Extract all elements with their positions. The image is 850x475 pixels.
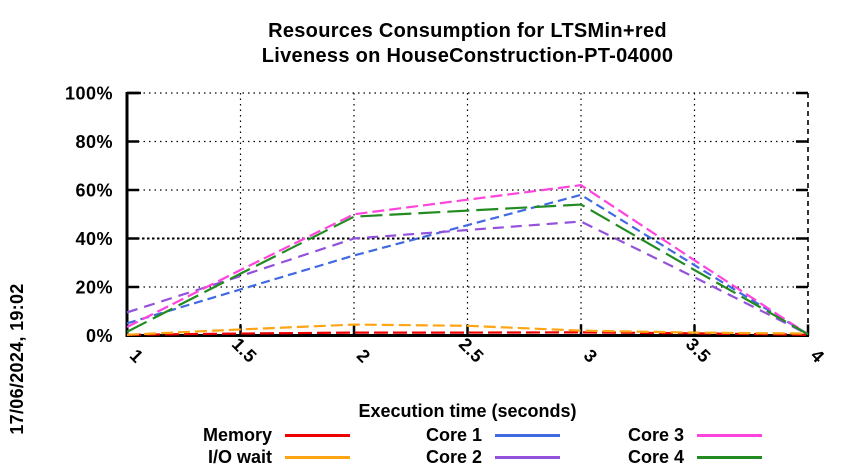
legend-entry-memory: Memory [168,424,350,446]
y-tick-label-100: 100% [65,84,113,104]
series-line-i-o-wait [126,323,809,336]
x-tick-label-4: 4 [807,345,829,367]
legend-entry-core-1: Core 1 [400,424,560,446]
legend-column-2: Core 1 Core 2 [400,424,560,468]
legend-column-3: Core 3 Core 4 [596,424,762,468]
series-line-core-1 [126,193,809,336]
chart-title: Resources Consumption for LTSMin+red Liv… [85,19,850,69]
legend-swatch-i-o-wait [285,455,350,459]
y-tick-label-0: 0% [86,326,113,346]
y-tick-label-60: 60% [75,181,113,201]
series-line-core-2 [126,220,809,336]
legend-label-core-1: Core 1 [425,424,482,445]
series-line-core-4 [126,203,809,336]
legend-swatch-core-3 [697,433,762,437]
chart-title-line2: Liveness on HouseConstruction-PT-04000 [261,45,674,67]
legend-swatch-memory [285,433,350,437]
legend-swatch-core-1 [495,433,560,437]
x-tick-label-3: 3 [580,345,602,367]
y-tick-label-40: 40% [75,229,113,249]
legend-swatch-core-4 [697,455,762,459]
legend-label-core-4: Core 4 [627,446,684,467]
y-tick-label-20: 20% [75,278,113,298]
series-line-core-3 [126,184,809,336]
chart-title-line1: Resources Consumption for LTSMin+red [268,20,667,42]
legend-label-core-2: Core 2 [425,446,482,467]
legend: Memory I/O wait Core 1 Core 2 Core 3 Core 4 [0,424,850,474]
legend-label-core-3: Core 3 [627,424,684,445]
legend-swatch-core-2 [495,455,560,459]
legend-entry-core-4: Core 4 [596,446,762,468]
legend-column-1: Memory I/O wait [168,424,350,468]
legend-label-i-o-wait: I/O wait [207,446,272,467]
legend-entry-core-3: Core 3 [596,424,762,446]
legend-entry-core-2: Core 2 [400,446,560,468]
x-tick-label-3.5: 3.5 [682,334,715,367]
x-tick-label-2.5: 2.5 [455,334,488,367]
x-tick-label-2: 2 [353,345,375,367]
y-tick-label-80: 80% [75,132,113,152]
x-tick-label-1.5: 1.5 [228,334,261,367]
legend-label-memory: Memory [202,424,272,445]
x-axis-label: Execution time (seconds) [358,401,577,421]
legend-entry-i-o-wait: I/O wait [168,446,350,468]
x-tick-label-1: 1 [126,345,148,367]
